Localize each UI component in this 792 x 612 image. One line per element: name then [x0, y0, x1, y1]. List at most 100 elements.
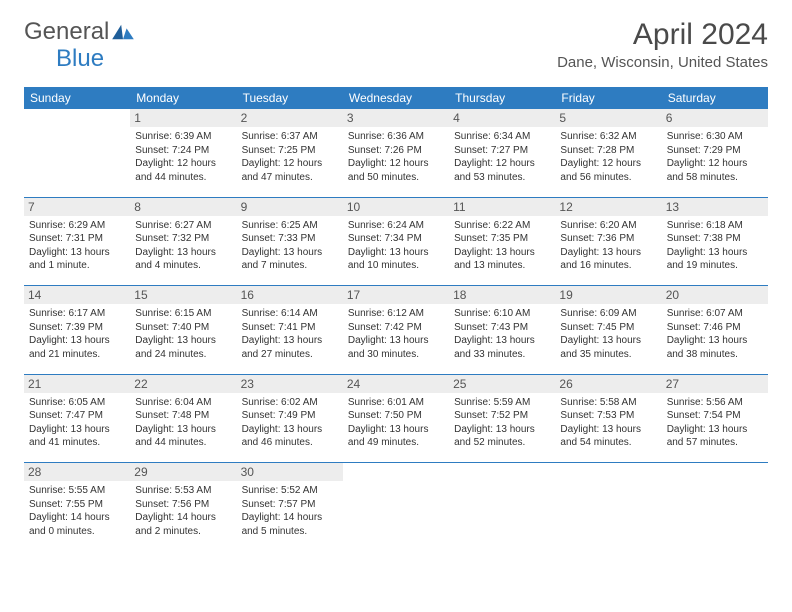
day-cell: 19Sunrise: 6:09 AMSunset: 7:45 PMDayligh… — [555, 286, 661, 374]
daylight-line: Daylight: 13 hours and 52 minutes. — [454, 423, 550, 450]
sunset-line: Sunset: 7:25 PM — [242, 144, 338, 158]
sunset-line: Sunset: 7:54 PM — [667, 409, 763, 423]
daylight-line: Daylight: 13 hours and 10 minutes. — [348, 246, 444, 273]
sunset-line: Sunset: 7:24 PM — [135, 144, 231, 158]
sunset-line: Sunset: 7:33 PM — [242, 232, 338, 246]
day-cell: 20Sunrise: 6:07 AMSunset: 7:46 PMDayligh… — [662, 286, 768, 374]
day-cell: 25Sunrise: 5:59 AMSunset: 7:52 PMDayligh… — [449, 375, 555, 463]
day-cell: 26Sunrise: 5:58 AMSunset: 7:53 PMDayligh… — [555, 375, 661, 463]
sunrise-line: Sunrise: 6:14 AM — [242, 307, 338, 321]
sunrise-line: Sunrise: 6:32 AM — [560, 130, 656, 144]
day-cell: 17Sunrise: 6:12 AMSunset: 7:42 PMDayligh… — [343, 286, 449, 374]
day-number: 11 — [449, 198, 555, 216]
daylight-line: Daylight: 12 hours and 44 minutes. — [135, 157, 231, 184]
day-cell: 22Sunrise: 6:04 AMSunset: 7:48 PMDayligh… — [130, 375, 236, 463]
sunset-line: Sunset: 7:46 PM — [667, 321, 763, 335]
daylight-line: Daylight: 14 hours and 2 minutes. — [135, 511, 231, 538]
day-cell: 24Sunrise: 6:01 AMSunset: 7:50 PMDayligh… — [343, 375, 449, 463]
day-cell: 2Sunrise: 6:37 AMSunset: 7:25 PMDaylight… — [237, 109, 343, 197]
day-number: 1 — [130, 109, 236, 127]
day-cell: 12Sunrise: 6:20 AMSunset: 7:36 PMDayligh… — [555, 198, 661, 286]
sunrise-line: Sunrise: 6:01 AM — [348, 396, 444, 410]
sunrise-line: Sunrise: 6:22 AM — [454, 219, 550, 233]
day-cell: 13Sunrise: 6:18 AMSunset: 7:38 PMDayligh… — [662, 198, 768, 286]
weekday-header: Tuesday — [237, 87, 343, 109]
sunrise-line: Sunrise: 6:09 AM — [560, 307, 656, 321]
daylight-line: Daylight: 13 hours and 19 minutes. — [667, 246, 763, 273]
sunrise-line: Sunrise: 5:55 AM — [29, 484, 125, 498]
sunset-line: Sunset: 7:53 PM — [560, 409, 656, 423]
sunset-line: Sunset: 7:35 PM — [454, 232, 550, 246]
sunset-line: Sunset: 7:43 PM — [454, 321, 550, 335]
calendar-page: General April 2024 Dane, Wisconsin, Unit… — [0, 0, 792, 561]
day-number: 21 — [24, 375, 130, 393]
day-cell — [24, 109, 130, 197]
sunset-line: Sunset: 7:32 PM — [135, 232, 231, 246]
sunset-line: Sunset: 7:41 PM — [242, 321, 338, 335]
day-cell: 6Sunrise: 6:30 AMSunset: 7:29 PMDaylight… — [662, 109, 768, 197]
sunrise-line: Sunrise: 5:53 AM — [135, 484, 231, 498]
daylight-line: Daylight: 13 hours and 4 minutes. — [135, 246, 231, 273]
week-row: 1Sunrise: 6:39 AMSunset: 7:24 PMDaylight… — [24, 109, 768, 197]
sunset-line: Sunset: 7:26 PM — [348, 144, 444, 158]
daylight-line: Daylight: 13 hours and 57 minutes. — [667, 423, 763, 450]
sunrise-line: Sunrise: 6:12 AM — [348, 307, 444, 321]
sunrise-line: Sunrise: 6:29 AM — [29, 219, 125, 233]
sunrise-line: Sunrise: 6:34 AM — [454, 130, 550, 144]
calendar-body: 1Sunrise: 6:39 AMSunset: 7:24 PMDaylight… — [24, 109, 768, 551]
day-number: 30 — [237, 463, 343, 481]
daylight-line: Daylight: 13 hours and 27 minutes. — [242, 334, 338, 361]
daylight-line: Daylight: 12 hours and 58 minutes. — [667, 157, 763, 184]
day-number: 9 — [237, 198, 343, 216]
day-number: 10 — [343, 198, 449, 216]
day-cell: 8 Sunrise: 6:27 AMSunset: 7:32 PMDaylight… — [130, 198, 236, 286]
day-cell — [555, 463, 661, 551]
day-number: 24 — [343, 375, 449, 393]
day-number: 19 — [555, 286, 661, 304]
sunrise-line: Sunrise: 6:15 AM — [135, 307, 231, 321]
sunrise-line: Sunrise: 6:27 AM — [135, 219, 231, 233]
day-cell: 5Sunrise: 6:32 AMSunset: 7:28 PMDaylight… — [555, 109, 661, 197]
sunrise-line: Sunrise: 5:59 AM — [454, 396, 550, 410]
day-number: 14 — [24, 286, 130, 304]
day-cell: 21Sunrise: 6:05 AMSunset: 7:47 PMDayligh… — [24, 375, 130, 463]
day-number: 23 — [237, 375, 343, 393]
sunrise-line: Sunrise: 6:20 AM — [560, 219, 656, 233]
sunset-line: Sunset: 7:52 PM — [454, 409, 550, 423]
sunset-line: Sunset: 7:48 PM — [135, 409, 231, 423]
sunrise-line: Sunrise: 6:24 AM — [348, 219, 444, 233]
day-cell: 10Sunrise: 6:24 AMSunset: 7:34 PMDayligh… — [343, 198, 449, 286]
daylight-line: Daylight: 13 hours and 33 minutes. — [454, 334, 550, 361]
weekday-header: Saturday — [662, 87, 768, 109]
day-cell: 1Sunrise: 6:39 AMSunset: 7:24 PMDaylight… — [130, 109, 236, 197]
day-cell: 15Sunrise: 6:15 AMSunset: 7:40 PMDayligh… — [130, 286, 236, 374]
day-number: 4 — [449, 109, 555, 127]
title-block: April 2024 Dane, Wisconsin, United State… — [557, 18, 768, 71]
daylight-line: Daylight: 13 hours and 16 minutes. — [560, 246, 656, 273]
day-number: 29 — [130, 463, 236, 481]
day-number: 8 — [130, 198, 236, 216]
sunrise-line: Sunrise: 6:37 AM — [242, 130, 338, 144]
day-number: 13 — [662, 198, 768, 216]
daylight-line: Daylight: 12 hours and 47 minutes. — [242, 157, 338, 184]
day-cell: 11Sunrise: 6:22 AMSunset: 7:35 PMDayligh… — [449, 198, 555, 286]
logo-word2: Blue — [56, 45, 104, 72]
sunset-line: Sunset: 7:39 PM — [29, 321, 125, 335]
sunset-line: Sunset: 7:28 PM — [560, 144, 656, 158]
sunrise-line: Sunrise: 6:25 AM — [242, 219, 338, 233]
sunset-line: Sunset: 7:49 PM — [242, 409, 338, 423]
sunrise-line: Sunrise: 6:07 AM — [667, 307, 763, 321]
sunrise-line: Sunrise: 5:56 AM — [667, 396, 763, 410]
sunset-line: Sunset: 7:36 PM — [560, 232, 656, 246]
day-cell: 16Sunrise: 6:14 AMSunset: 7:41 PMDayligh… — [237, 286, 343, 374]
day-number: 26 — [555, 375, 661, 393]
calendar-table: Sunday Monday Tuesday Wednesday Thursday… — [24, 87, 768, 551]
day-number: 5 — [555, 109, 661, 127]
sunset-line: Sunset: 7:56 PM — [135, 498, 231, 512]
day-number: 15 — [130, 286, 236, 304]
logo-word1: General — [24, 18, 109, 46]
daylight-line: Daylight: 13 hours and 30 minutes. — [348, 334, 444, 361]
day-number: 27 — [662, 375, 768, 393]
daylight-line: Daylight: 13 hours and 49 minutes. — [348, 423, 444, 450]
sunrise-line: Sunrise: 6:04 AM — [135, 396, 231, 410]
